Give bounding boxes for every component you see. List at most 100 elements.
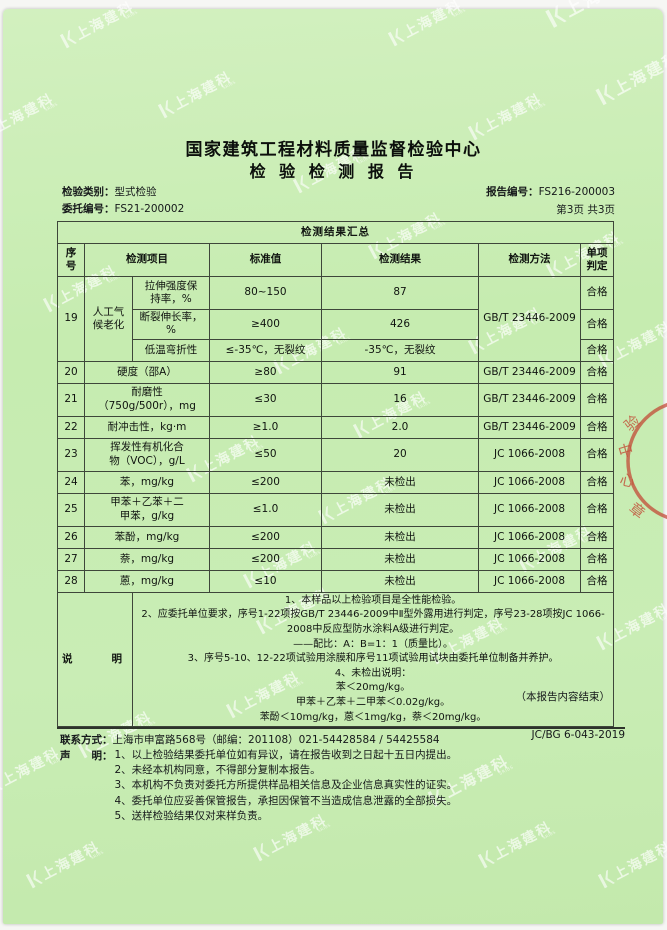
verdict-cell: 合格 — [579, 338, 615, 362]
method-cell: GB/T 23446-2009 — [478, 415, 581, 439]
verdict-cell: 合格 — [579, 309, 615, 340]
org-title: 国家建筑工程材料质量监督检验中心 — [185, 140, 482, 160]
result-cell: 未检出 — [321, 470, 479, 494]
statement-block: 声 明： 1、以上检验结果委托单位如有异议，请在报告收到之日起十五日内提出。 2… — [60, 748, 457, 824]
col-header-result: 检测结果 — [321, 243, 479, 277]
note-line: 1、本样品以上检验项目是全性能检验。 — [284, 594, 462, 606]
contact-line: 联系方式：上海市申富路568号（邮编：201108）021-54428584 /… — [60, 732, 440, 747]
verdict-cell: 合格 — [579, 492, 615, 527]
method-cell: JC 1066-2008 — [478, 470, 581, 494]
result-cell: 未检出 — [321, 492, 479, 527]
end-of-report-note: （本报告内容结束） — [515, 691, 611, 703]
note-line: 苯＜20mg/kg。 — [335, 682, 411, 694]
notes-cell: 1、本样品以上检验项目是全性能检验。 2、应委托单位要求，序号1-22项按GB/… — [131, 591, 615, 728]
verdict-cell: 合格 — [579, 525, 615, 549]
standard-cell: ≤10 — [209, 569, 322, 593]
serial-cell: 23 — [57, 437, 85, 472]
table-row-23: 23 挥发性有机化合 物（VOC），g/L ≤50 20 JC 1066-200… — [57, 437, 615, 472]
method-cell: JC 1066-2008 — [478, 569, 581, 593]
result-cell: 未检出 — [321, 547, 479, 571]
method-cell: GB/T 23446-2009 — [478, 360, 581, 384]
note-line: 苯酚＜10mg/kg，蒽＜1mg/kg，萘＜20mg/kg。 — [259, 711, 487, 723]
item-cell: 硬度（邵A） — [84, 360, 210, 384]
method-cell: GB/T 23446-2009 — [478, 276, 581, 362]
col-header-method: 检测方法 — [478, 243, 581, 277]
inspection-category-value: 型式检验 — [114, 186, 157, 198]
col-header-verdict: 单项判定 — [579, 243, 615, 277]
contact-label: 联系方式： — [60, 734, 113, 746]
statement-line: 1、以上检验结果委托单位如有异议，请在报告收到之日起十五日内提出。 — [114, 749, 458, 761]
method-cell: JC 1066-2008 — [478, 492, 581, 527]
table-row-22: 22 耐冲击性，kg·m ≥1.0 2.0 GB/T 23446-2009 合格 — [57, 415, 615, 439]
item-group-cell: 人工气 候老化 — [84, 276, 133, 362]
item-cell: 挥发性有机化合 物（VOC），g/L — [84, 437, 210, 472]
results-table: 检测结果汇总 序号 检测项目 标准值 检测结果 检测方法 单项判定 19 人工气… — [56, 221, 615, 728]
method-cell: JC 1066-2008 — [478, 525, 581, 549]
item-cell: 耐冲击性，kg·m — [84, 415, 210, 439]
doc-code: JC/BG 6-043-2019 — [531, 729, 625, 741]
standard-cell: ≤50 — [209, 437, 322, 472]
result-cell: -35℃，无裂纹 — [321, 338, 479, 362]
report-title: 检 验 检 测 报 告 — [249, 162, 418, 181]
serial-cell: 26 — [57, 525, 85, 549]
table-row-26: 26 苯酚，mg/kg ≤200 未检出 JC 1066-2008 合格 — [57, 525, 615, 549]
statement-line: 3、本机构不负责对委托方所提供样品相关信息及企业信息真实性的证实。 — [114, 779, 458, 792]
report-number-value: FS216-200003 — [538, 186, 615, 198]
verdict-cell: 合格 — [579, 569, 615, 593]
result-cell: 未检出 — [321, 525, 479, 549]
result-cell: 2.0 — [321, 415, 479, 439]
item-cell: 甲苯＋乙苯＋二 甲苯，g/kg — [84, 492, 210, 527]
col-header-standard: 标准值 — [209, 243, 322, 277]
table-row-28: 28 蒽，mg/kg ≤10 未检出 JC 1066-2008 合格 — [57, 569, 615, 593]
serial-cell: 19 — [57, 276, 85, 362]
result-cell: 426 — [321, 309, 479, 340]
seal-char: 心 — [618, 470, 636, 491]
standard-cell: ≤200 — [209, 547, 322, 571]
statement-line: 2、未经本机构同意，不得部分复制本报告。 — [114, 764, 321, 777]
table-row-24: 24 苯，mg/kg ≤200 未检出 JC 1066-2008 合格 — [57, 470, 615, 494]
table-title-row: 检测结果汇总 — [56, 221, 615, 244]
table-row-20: 20 硬度（邵A） ≥80 91 GB/T 23446-2009 合格 — [57, 360, 615, 384]
verdict-cell: 合格 — [579, 547, 615, 571]
item-cell: 拉伸强度保 持率，% — [132, 276, 210, 310]
verdict-cell: 合格 — [579, 382, 615, 417]
standard-cell: ≥400 — [209, 309, 322, 340]
standard-cell: ≤200 — [209, 470, 322, 494]
seal-char: 验 — [621, 412, 644, 435]
item-cell: 萘，mg/kg — [84, 547, 210, 571]
verdict-cell: 合格 — [579, 276, 615, 310]
serial-cell: 25 — [57, 492, 85, 527]
note-line: 3、序号5-10、12-22项试验用涂膜和序号11项试验用试块由委托单位制备并养… — [187, 653, 559, 665]
table-row-21: 21 耐磨性 （750g/500r），mg ≤30 16 GB/T 23446-… — [57, 382, 615, 417]
standard-cell: ≤200 — [209, 525, 322, 549]
item-cell: 低温弯折性 — [132, 338, 210, 362]
standard-cell: ≤30 — [209, 382, 322, 417]
statement-line: 5、送样检验结果仅对来样负责。 — [114, 809, 269, 822]
standard-cell: ≥1.0 — [209, 415, 322, 439]
verdict-cell: 合格 — [579, 415, 615, 439]
item-cell: 耐磨性 （750g/500r），mg — [84, 382, 210, 417]
table-title: 检测结果汇总 — [56, 221, 615, 244]
item-cell: 断裂伸长率，% — [132, 309, 210, 340]
method-cell: GB/T 23446-2009 — [478, 382, 581, 417]
method-cell: JC 1066-2008 — [478, 547, 581, 571]
notes-label: 说 明 — [57, 591, 133, 728]
method-cell: JC 1066-2008 — [478, 437, 581, 472]
col-header-no: 序号 — [57, 243, 85, 277]
result-cell: 87 — [321, 276, 479, 310]
report-number-label: 报告编号： — [486, 186, 539, 198]
col-header-item: 检测项目 — [84, 243, 210, 277]
note-line: 甲苯＋乙苯＋二甲苯＜0.02g/kg。 — [295, 697, 451, 709]
commission-number-value: FS21-200002 — [114, 203, 185, 215]
result-cell: 未检出 — [321, 569, 479, 593]
serial-cell: 20 — [57, 360, 85, 384]
column-header-row: 序号 检测项目 标准值 检测结果 检测方法 单项判定 — [57, 243, 615, 277]
table-row-27: 27 萘，mg/kg ≤200 未检出 JC 1066-2008 合格 — [57, 547, 615, 571]
table-row-19b: 断裂伸长率，% ≥400 426 合格 — [58, 309, 615, 340]
item-cell: 苯，mg/kg — [84, 470, 210, 494]
serial-cell: 27 — [57, 547, 85, 571]
serial-cell: 21 — [57, 382, 85, 417]
note-line: 4、未检出说明： — [334, 667, 412, 679]
statement-lines: 1、以上检验结果委托单位如有异议，请在报告收到之日起十五日内提出。 2、未经本机… — [115, 748, 458, 824]
